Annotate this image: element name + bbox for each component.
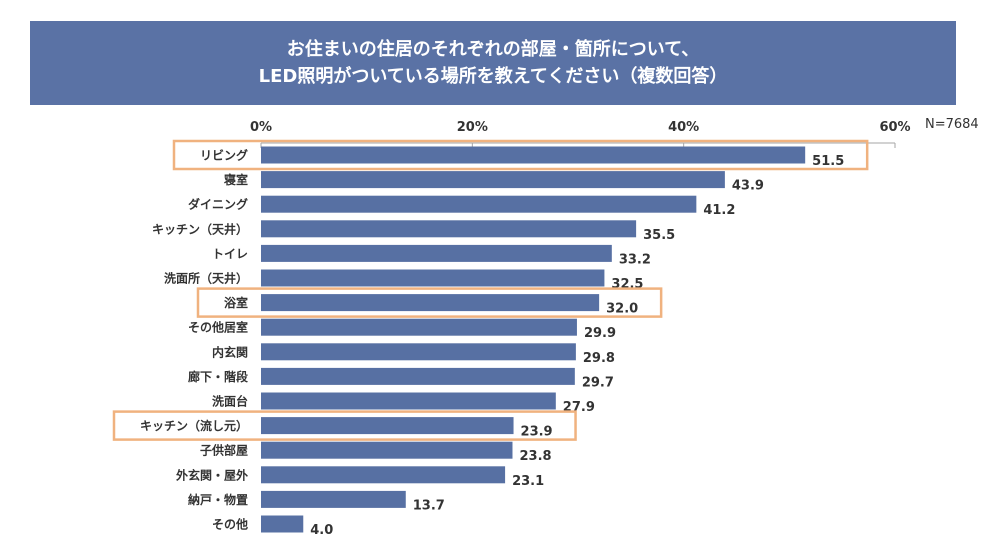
x-tick-label: 0%	[250, 120, 272, 135]
x-tick-label: 60%	[879, 120, 910, 135]
bar-row: 廊下・階段 29.7	[188, 367, 614, 390]
bar	[261, 466, 506, 484]
bar	[261, 195, 697, 213]
category-label: キッチン（天井）	[152, 221, 248, 236]
category-label: 外玄関・屋外	[176, 467, 248, 482]
bar-row: リビング 51.5	[200, 146, 844, 169]
bars: リビング 51.5 寝室 43.9 ダイニング 41.2 キッチン（天井） 35.5 トイレ 33…	[140, 146, 844, 538]
value-label: 29.8	[583, 351, 615, 366]
value-label: 29.9	[584, 326, 616, 341]
value-label: 51.5	[812, 154, 844, 169]
value-label: 41.2	[703, 203, 735, 218]
category-label: ダイニング	[188, 197, 248, 212]
category-label: キッチン（流し元）	[140, 418, 248, 433]
highlight-box	[172, 139, 869, 171]
value-label: 33.2	[619, 252, 651, 267]
bar-row: キッチン（流し元） 23.9	[140, 417, 553, 440]
bar-row: 子供部屋 23.8	[200, 441, 552, 464]
bar-row: ダイニング 41.2	[188, 195, 735, 218]
value-label: 13.7	[413, 498, 445, 513]
bar	[261, 441, 513, 459]
highlight-box	[112, 410, 577, 441]
sample-size-label: N=7684	[925, 117, 979, 132]
category-label: その他居室	[188, 320, 248, 335]
chart-title-line-2: LED照明がついている場所を教えてください（複数回答）	[258, 66, 728, 87]
category-label: 洗面所（天井）	[164, 271, 248, 286]
category-label: リビング	[200, 148, 248, 163]
value-label: 4.0	[310, 523, 333, 538]
bar	[261, 343, 576, 361]
bar	[261, 417, 514, 435]
value-label: 43.9	[732, 179, 764, 194]
chart-title-banner: お住まいの住居のそれぞれの部屋・箇所について、 LED照明がついている場所を教え…	[30, 21, 956, 105]
value-label: 35.5	[643, 228, 675, 243]
bar	[261, 244, 612, 262]
value-label: 23.8	[519, 449, 551, 464]
bar	[261, 171, 725, 189]
highlight-boxes	[112, 139, 869, 441]
bar	[261, 294, 600, 312]
x-axis: 0% 20% 40% 60%	[250, 120, 911, 148]
highlight-box	[196, 287, 663, 318]
category-label: 浴室	[224, 295, 248, 310]
category-label: トイレ	[212, 247, 248, 261]
bar	[261, 269, 605, 287]
bar	[261, 490, 406, 508]
chart-title-line-1: お住まいの住居のそれぞれの部屋・箇所について、	[286, 39, 700, 60]
bar-row: キッチン（天井） 35.5	[152, 220, 675, 243]
bar-row: その他居室 29.9	[188, 318, 616, 341]
category-label: 子供部屋	[200, 443, 248, 458]
bar-row: 寝室 43.9	[224, 171, 764, 194]
x-tick-label: 20%	[457, 120, 488, 135]
bar-row: 外玄関・屋外 23.1	[176, 466, 544, 489]
bar-row: 納戸・物置 13.7	[188, 490, 445, 513]
category-label: 廊下・階段	[188, 369, 249, 384]
bar	[261, 146, 806, 164]
category-label: 内玄関	[212, 344, 248, 359]
category-label: 納戸・物置	[188, 492, 248, 507]
x-tick-label: 40%	[668, 120, 699, 135]
bar-row: トイレ 33.2	[212, 244, 651, 267]
bar-row: 内玄関 29.8	[212, 343, 615, 366]
bar-row: 洗面台 27.9	[212, 392, 595, 415]
bar	[261, 367, 575, 385]
value-label: 29.7	[582, 375, 614, 390]
category-label: その他	[212, 517, 248, 532]
bar	[261, 392, 556, 410]
bar	[261, 220, 637, 238]
category-label: 寝室	[224, 172, 248, 187]
value-label: 32.0	[606, 302, 638, 317]
value-label: 23.9	[521, 425, 553, 440]
bar-row: 浴室 32.0	[224, 294, 638, 317]
bar	[261, 318, 577, 336]
bar-row: その他 4.0	[212, 515, 333, 538]
value-label: 23.1	[512, 474, 544, 489]
bar	[261, 515, 304, 533]
bar-row: 洗面所（天井） 32.5	[164, 269, 643, 292]
category-label: 洗面台	[212, 394, 248, 409]
